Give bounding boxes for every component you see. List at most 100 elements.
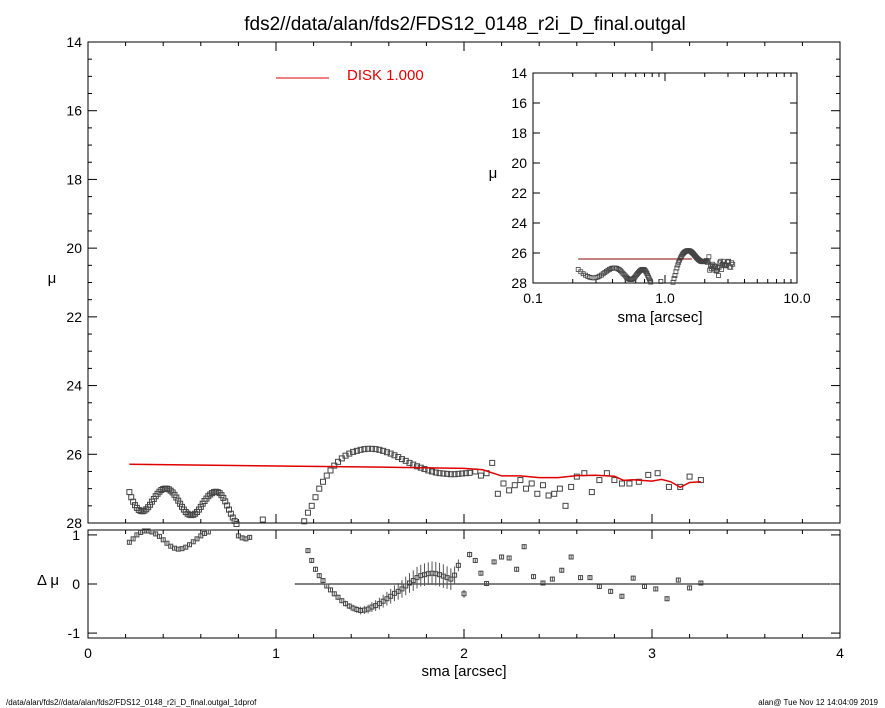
- residual-x-tick-label: 1: [272, 645, 280, 661]
- main-y-tick-label: 14: [66, 34, 82, 50]
- main-data-point: [301, 518, 308, 525]
- residual-data-point: [484, 581, 490, 587]
- residual-data-point: [596, 583, 602, 589]
- main-data-point: [335, 458, 342, 465]
- main-data-point: [222, 498, 229, 505]
- residual-data-points: [126, 528, 704, 615]
- main-data-point: [376, 446, 383, 453]
- main-data-point: [603, 470, 610, 477]
- main-data-point: [462, 470, 469, 477]
- main-data-point: [588, 489, 595, 496]
- main-data-point: [626, 480, 633, 487]
- inset-y-tick-label: 24: [511, 215, 527, 231]
- inset-data-point: [713, 268, 719, 274]
- inset-y-tick-label: 20: [511, 155, 527, 171]
- main-y-tick-label: 24: [66, 378, 82, 394]
- main-data-point: [568, 483, 575, 490]
- residual-data-point: [247, 534, 253, 540]
- main-data-point: [494, 490, 501, 497]
- residual-data-point: [190, 539, 196, 545]
- main-data-point: [346, 450, 353, 457]
- main-y-axis-label: μ: [48, 270, 57, 287]
- main-data-point: [227, 510, 234, 517]
- main-data-point: [327, 467, 334, 474]
- residual-data-point: [331, 591, 337, 597]
- main-data-point: [523, 485, 530, 492]
- inset-data-point: [658, 279, 664, 284]
- inset-y-tick-label: 26: [511, 245, 527, 261]
- main-data-point: [209, 490, 216, 497]
- main-data-point: [323, 472, 330, 479]
- residual-data-point: [549, 576, 555, 582]
- main-data-point: [459, 470, 466, 477]
- main-data-point: [357, 446, 364, 453]
- inset-y-tick-label: 22: [511, 185, 527, 201]
- residual-data-point: [339, 598, 345, 604]
- inset-plot-frame: [532, 72, 798, 284]
- residual-x-tick-label: 3: [648, 645, 656, 661]
- main-data-point: [455, 470, 462, 477]
- main-data-point: [165, 486, 172, 493]
- main-data-point: [128, 494, 135, 501]
- inset-data-point: [730, 261, 736, 267]
- main-data-point: [353, 447, 360, 454]
- residual-data-point: [630, 575, 636, 581]
- residual-data-point: [388, 593, 394, 599]
- main-data-point: [233, 521, 240, 528]
- residual-data-point: [205, 529, 211, 535]
- main-data-points: [126, 445, 704, 528]
- residual-data-point: [587, 575, 593, 581]
- inset-y-tick-label: 18: [511, 125, 527, 141]
- main-data-point: [551, 490, 558, 497]
- residual-data-point: [305, 548, 311, 554]
- residual-data-point: [653, 586, 659, 592]
- main-data-point: [447, 471, 454, 478]
- inset-y-tick-label: 16: [511, 95, 527, 111]
- inset-data-point: [729, 260, 735, 266]
- main-data-point: [414, 463, 420, 470]
- main-data-point: [665, 483, 672, 490]
- main-data-point: [320, 478, 326, 485]
- chart-title: fds2//data/alan/fds2/FDS12_0148_r2i_D_fi…: [244, 14, 686, 35]
- residual-data-point: [472, 557, 478, 563]
- main-data-point: [308, 502, 315, 509]
- main-data-point: [440, 470, 447, 477]
- main-data-point: [214, 489, 221, 496]
- main-data-point: [534, 490, 541, 497]
- main-data-point: [158, 487, 165, 494]
- main-data-point: [618, 480, 625, 487]
- residual-data-point: [478, 570, 484, 576]
- footer-timestamp: alan@ Tue Nov 12 14:04:09 2019: [758, 698, 878, 707]
- main-data-point: [372, 446, 379, 453]
- residual-data-point: [160, 537, 166, 543]
- inset-y-axis-label: μ: [489, 165, 498, 182]
- residual-data-point: [491, 559, 497, 565]
- inset-data-point: [674, 265, 680, 271]
- main-data-point: [350, 448, 357, 455]
- residual-data-point: [687, 585, 693, 591]
- inset-axis-ticks: 14 16 18 20 22 24 26 280.1 1.0 10.0: [511, 65, 810, 306]
- residual-data-point: [455, 562, 461, 568]
- residual-y-axis-label: Δ μ: [37, 572, 59, 589]
- main-data-point: [304, 509, 311, 516]
- main-y-tick-label: 22: [66, 309, 82, 325]
- inset-data-point: [719, 267, 724, 272]
- main-data-point: [141, 507, 148, 514]
- main-data-point: [361, 446, 368, 453]
- legend-label: DISK 1.000: [347, 67, 424, 84]
- main-data-point: [231, 517, 238, 524]
- residual-data-point: [312, 566, 318, 572]
- main-y-tick-label: 26: [66, 446, 82, 462]
- main-data-point: [175, 497, 182, 504]
- disk-model-line: [129, 463, 701, 489]
- inset-panel: 14 16 18 20 22 24 26 280.1 1.0 10.0 μ sma [arcsec…: [489, 65, 811, 326]
- main-data-point: [205, 493, 212, 500]
- residual-data-point: [506, 555, 512, 561]
- main-y-tick-label: 28: [66, 515, 82, 531]
- main-data-point: [192, 510, 199, 517]
- residual-data-point: [461, 591, 467, 597]
- main-data-point: [383, 449, 390, 456]
- residual-data-point: [335, 594, 341, 600]
- main-y-tick-label: 20: [66, 240, 82, 256]
- inset-x-tick-label: 0.1: [523, 290, 543, 306]
